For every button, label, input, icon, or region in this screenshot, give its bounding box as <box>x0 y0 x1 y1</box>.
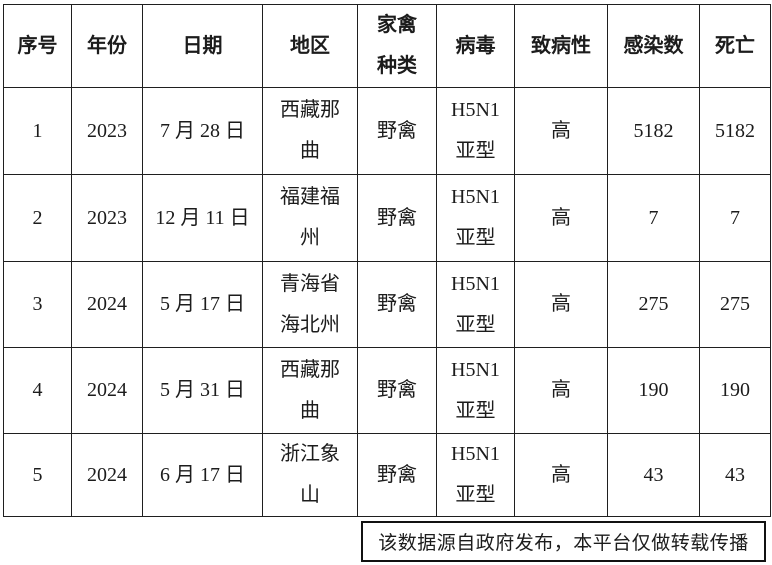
cell-virus: H5N1 亚型 <box>436 261 515 348</box>
cell-pathogenicity: 高 <box>514 174 608 262</box>
cell-pathogenicity: 高 <box>514 87 608 175</box>
cell-infected-count: 43 <box>607 433 700 517</box>
table-header-row: 序号 年份 日期 地区 家禽 种类 病毒 致病性 感染数 死亡 <box>3 4 771 88</box>
table-row: 1 2023 7 月 28 日 西藏那 曲 野禽 H5N1 亚型 高 5182 … <box>3 87 771 175</box>
cell-region: 西藏那 曲 <box>262 87 358 175</box>
cell-date: 6 月 17 日 <box>142 433 263 517</box>
cell-region: 浙江象 山 <box>262 433 358 517</box>
cell-index: 5 <box>3 433 72 517</box>
cell-region: 青海省 海北州 <box>262 261 358 348</box>
cell-index: 4 <box>3 347 72 434</box>
cell-pathogenicity: 高 <box>514 433 608 517</box>
cell-deaths: 43 <box>699 433 771 517</box>
col-header-pathogenicity: 致病性 <box>514 4 608 88</box>
cell-date: 7 月 28 日 <box>142 87 263 175</box>
cell-virus: H5N1 亚型 <box>436 347 515 434</box>
col-header-region: 地区 <box>262 4 358 88</box>
table-row: 2 2023 12 月 11 日 福建福 州 野禽 H5N1 亚型 高 7 7 <box>3 174 771 262</box>
cell-region: 福建福 州 <box>262 174 358 262</box>
outbreak-table: 序号 年份 日期 地区 家禽 种类 病毒 致病性 感染数 死亡 1 2023 7… <box>3 4 771 517</box>
cell-deaths: 7 <box>699 174 771 262</box>
col-header-infected-count: 感染数 <box>607 4 700 88</box>
cell-virus: H5N1 亚型 <box>436 87 515 175</box>
cell-deaths: 5182 <box>699 87 771 175</box>
cell-date: 5 月 31 日 <box>142 347 263 434</box>
cell-date: 12 月 11 日 <box>142 174 263 262</box>
cell-poultry-type: 野禽 <box>357 433 437 517</box>
cell-year: 2023 <box>71 87 143 175</box>
cell-infected-count: 190 <box>607 347 700 434</box>
source-note-text: 该数据源自政府发布，本平台仅做转载传播 <box>378 533 749 554</box>
cell-date: 5 月 17 日 <box>142 261 263 348</box>
cell-index: 1 <box>3 87 72 175</box>
col-header-year: 年份 <box>71 4 143 88</box>
cell-deaths: 275 <box>699 261 771 348</box>
cell-infected-count: 275 <box>607 261 700 348</box>
col-header-virus: 病毒 <box>436 4 515 88</box>
cell-index: 3 <box>3 261 72 348</box>
cell-poultry-type: 野禽 <box>357 261 437 348</box>
source-note: 该数据源自政府发布，本平台仅做转载传播 <box>361 521 766 562</box>
cell-poultry-type: 野禽 <box>357 87 437 175</box>
cell-year: 2024 <box>71 347 143 434</box>
cell-infected-count: 7 <box>607 174 700 262</box>
cell-pathogenicity: 高 <box>514 347 608 434</box>
cell-index: 2 <box>3 174 72 262</box>
col-header-date: 日期 <box>142 4 263 88</box>
cell-pathogenicity: 高 <box>514 261 608 348</box>
col-header-poultry-type: 家禽 种类 <box>357 4 437 88</box>
cell-infected-count: 5182 <box>607 87 700 175</box>
cell-region: 西藏那 曲 <box>262 347 358 434</box>
cell-deaths: 190 <box>699 347 771 434</box>
table-row: 3 2024 5 月 17 日 青海省 海北州 野禽 H5N1 亚型 高 275… <box>3 261 771 348</box>
cell-year: 2024 <box>71 261 143 348</box>
cell-year: 2023 <box>71 174 143 262</box>
cell-virus: H5N1 亚型 <box>436 433 515 517</box>
cell-year: 2024 <box>71 433 143 517</box>
cell-virus: H5N1 亚型 <box>436 174 515 262</box>
cell-poultry-type: 野禽 <box>357 174 437 262</box>
table-row: 5 2024 6 月 17 日 浙江象 山 野禽 H5N1 亚型 高 43 43 <box>3 433 771 517</box>
col-header-index: 序号 <box>3 4 72 88</box>
col-header-deaths: 死亡 <box>699 4 771 88</box>
cell-poultry-type: 野禽 <box>357 347 437 434</box>
table-row: 4 2024 5 月 31 日 西藏那 曲 野禽 H5N1 亚型 高 190 1… <box>3 347 771 434</box>
